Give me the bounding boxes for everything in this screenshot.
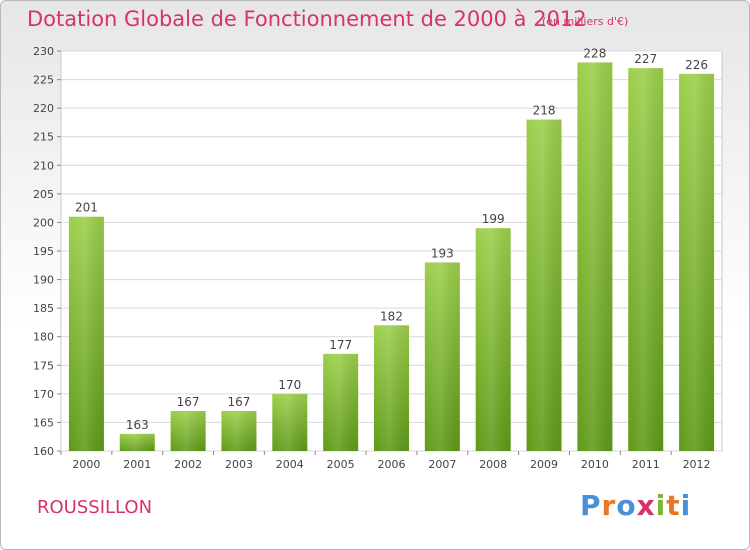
- value-label: 163: [126, 418, 149, 432]
- value-label: 227: [634, 52, 657, 66]
- logo-letter: P: [580, 489, 602, 522]
- proxiti-logo: Proxiti: [580, 489, 691, 522]
- x-tick-label: 2004: [276, 458, 304, 471]
- bar-2008: [475, 228, 511, 451]
- bar-shine: [170, 411, 206, 451]
- bar-shine: [68, 216, 104, 451]
- y-tick-label: 165: [33, 416, 54, 429]
- bar-2010: [577, 62, 613, 452]
- value-label: 201: [75, 201, 98, 215]
- value-label: 226: [685, 58, 708, 72]
- y-axis: 160 165 170 175 180 185 190 195 200 205 210 215 220 2…: [33, 45, 61, 458]
- bar-2011: [628, 68, 664, 452]
- bar-shine: [424, 262, 460, 451]
- bar-2000: [68, 216, 104, 451]
- y-tick-label: 200: [33, 216, 54, 229]
- y-tick-label: 220: [33, 102, 54, 115]
- bar-shine: [475, 228, 511, 451]
- x-tick-label: 2006: [378, 458, 406, 471]
- y-tick-label: 215: [33, 131, 54, 144]
- logo-letter: o: [616, 489, 637, 522]
- chart-subtitle: (en milliers d'€): [542, 15, 629, 28]
- y-tick-label: 190: [33, 274, 54, 287]
- x-tick-label: 2000: [72, 458, 100, 471]
- x-tick-label: 2005: [327, 458, 355, 471]
- bar-2004: [272, 393, 308, 451]
- bar-shine: [577, 62, 613, 452]
- logo-letter: t: [666, 489, 681, 522]
- y-tick-label: 195: [33, 245, 54, 258]
- bar-shine: [374, 325, 409, 451]
- value-label: 170: [278, 378, 301, 392]
- logo-letter: r: [601, 489, 617, 522]
- y-tick-label: 180: [33, 331, 54, 344]
- bar-shine: [679, 73, 715, 451]
- value-labels: 201 163 167 167 170 177 182 193 199 218 228 227 226: [75, 46, 708, 431]
- bar-2006: [374, 325, 409, 451]
- x-tick-label: 2009: [530, 458, 558, 471]
- bar-shine: [526, 119, 562, 452]
- bar-shine: [119, 433, 155, 451]
- x-tick-label: 2002: [174, 458, 202, 471]
- bar-2002: [170, 411, 206, 451]
- logo-letter: x: [636, 489, 656, 522]
- y-tick-label: 175: [33, 359, 54, 372]
- place-name: ROUSSILLON: [37, 497, 153, 518]
- value-label: 199: [482, 212, 505, 226]
- value-label: 228: [583, 46, 606, 60]
- bar-shine: [221, 411, 257, 451]
- y-tick-label: 225: [33, 74, 54, 87]
- x-tick-label: 2008: [479, 458, 507, 471]
- bar-shine: [323, 353, 359, 451]
- bar-shine: [272, 393, 308, 451]
- y-tick-label: 185: [33, 302, 54, 315]
- y-tick-label: 205: [33, 188, 54, 201]
- value-label: 218: [533, 104, 556, 118]
- y-tick-label: 230: [33, 45, 54, 58]
- y-tick-label: 160: [33, 445, 54, 458]
- y-tick-label: 170: [33, 388, 54, 401]
- value-label: 182: [380, 309, 403, 323]
- bar-2001: [119, 433, 155, 451]
- value-label: 177: [329, 338, 352, 352]
- value-label: 193: [431, 246, 454, 260]
- x-tick-label: 2012: [683, 458, 711, 471]
- x-tick-label: 2007: [428, 458, 456, 471]
- chart-title: Dotation Globale de Fonctionnement de 20…: [27, 7, 587, 31]
- bar-2009: [526, 119, 562, 452]
- x-tick-label: 2010: [581, 458, 609, 471]
- bars: [68, 62, 715, 452]
- x-tick-label: 2001: [123, 458, 151, 471]
- logo-letter: i: [680, 489, 692, 522]
- bar-2005: [323, 353, 359, 451]
- logo-letter: i: [655, 489, 667, 522]
- value-label: 167: [228, 395, 251, 409]
- x-tick-label: 2011: [632, 458, 660, 471]
- x-tick-label: 2003: [225, 458, 253, 471]
- bar-2007: [424, 262, 460, 451]
- bar-2003: [221, 411, 257, 451]
- value-label: 167: [177, 395, 200, 409]
- bar-shine: [628, 68, 664, 452]
- y-tick-label: 210: [33, 159, 54, 172]
- x-axis: 2000 2001 2002 2003 2004 2005 2006 2007 2008 2009…: [60, 451, 711, 471]
- bar-2012: [679, 73, 715, 451]
